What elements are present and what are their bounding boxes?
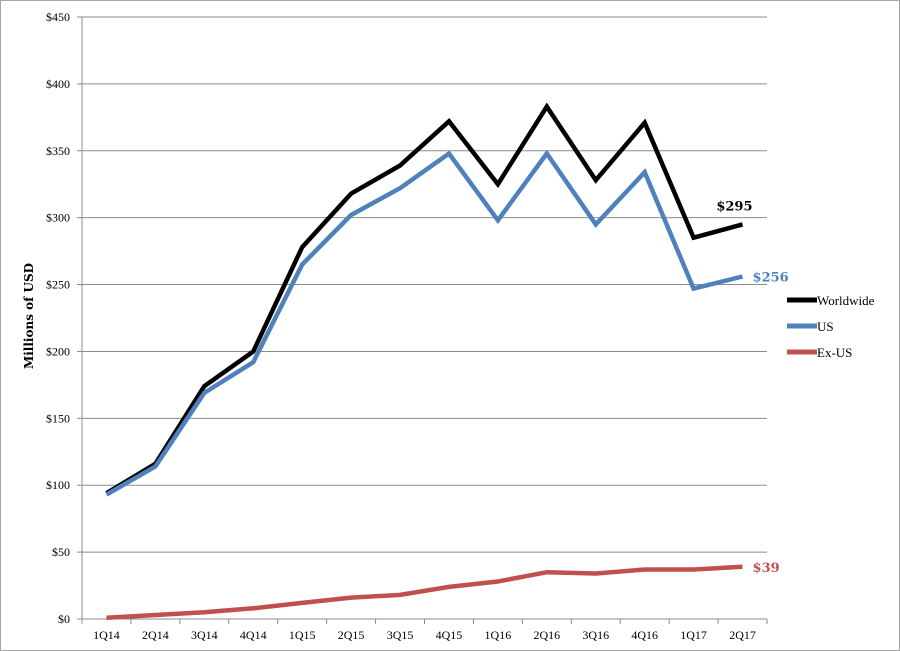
legend-label: US (817, 319, 834, 334)
series-lines (105, 102, 744, 620)
x-tick-label: 4Q14 (240, 628, 267, 642)
y-axis-title: Millions of USD (22, 263, 36, 369)
end-labels: $295 $256 $39 (716, 199, 788, 575)
x-tick-label: 3Q16 (582, 628, 609, 642)
x-tick-label: 2Q15 (338, 628, 365, 642)
x-tick-label: 1Q15 (289, 628, 316, 642)
x-tick-label: 1Q17 (680, 628, 707, 642)
x-tick-label: 4Q15 (436, 628, 463, 642)
y-tick-label: $400 (46, 77, 70, 91)
gridlines (77, 16, 767, 620)
end-label-us: $256 (753, 271, 789, 286)
x-tick-label: 3Q14 (191, 628, 218, 642)
x-tick-labels: 1Q14 2Q14 3Q14 4Q14 1Q15 2Q15 3Q15 4Q15 1Q16 2Q16… (93, 628, 756, 642)
y-tick-label: $50 (52, 545, 70, 559)
x-tick-label: 2Q17 (729, 628, 756, 642)
end-label-ex-us: $39 (753, 561, 780, 576)
end-label-worldwide: $295 (716, 199, 752, 214)
y-tick-label: $300 (46, 211, 70, 225)
series-line-ex-us (106, 564, 743, 620)
y-tick-labels: $0 $50 $100 $150 $200 $250 $300 $350 $400 $450 (46, 10, 70, 626)
y-tick-label: $350 (46, 144, 70, 158)
series-line-worldwide (105, 102, 744, 496)
x-tick-label: 2Q14 (142, 628, 169, 642)
y-tick-label: $0 (58, 612, 70, 626)
x-tick-label: 1Q16 (485, 628, 512, 642)
y-tick-label: $150 (46, 411, 70, 425)
legend: Worldwide US Ex-US (787, 293, 875, 360)
legend-label: Ex-US (817, 345, 852, 360)
y-tick-label: $450 (46, 10, 70, 24)
y-tick-label: $200 (46, 344, 70, 358)
y-tick-label: $250 (46, 278, 70, 292)
x-tick-label: 2Q16 (533, 628, 560, 642)
axes (81, 17, 768, 624)
x-tick-label: 1Q14 (93, 628, 120, 642)
x-tick-label: 3Q15 (387, 628, 414, 642)
y-tick-label: $100 (46, 478, 70, 492)
series-line-us (105, 149, 744, 497)
legend-label: Worldwide (817, 293, 875, 308)
x-tick-label: 4Q16 (631, 628, 658, 642)
